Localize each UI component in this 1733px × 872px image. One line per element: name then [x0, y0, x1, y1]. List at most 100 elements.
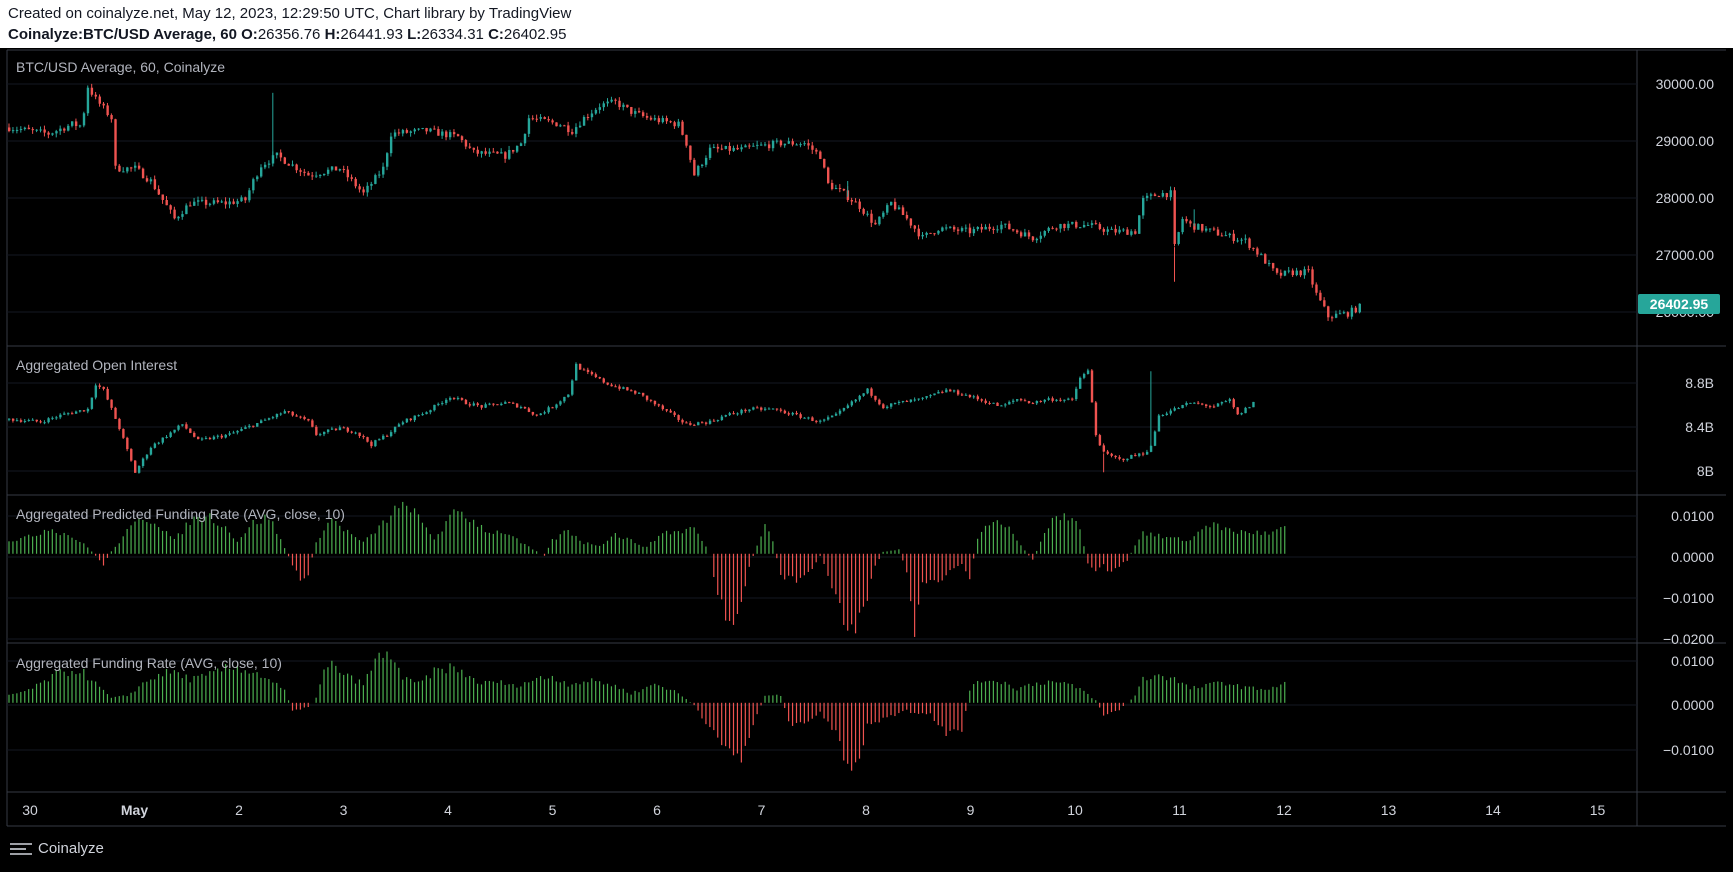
candle-body	[988, 403, 991, 405]
candle-body	[165, 199, 168, 206]
time-scale[interactable]: 30 May 2 3 4 5 6 7 8 9 10 11 12 13 14 15	[22, 802, 1605, 818]
candle-body	[972, 396, 976, 398]
candle-body	[878, 216, 881, 225]
candle-body	[834, 187, 838, 190]
candle-body	[397, 132, 401, 134]
candle-body	[665, 409, 668, 411]
candle-body	[216, 435, 220, 437]
candle-body	[39, 129, 42, 131]
candle-body	[1142, 197, 1145, 216]
candle-body	[1181, 405, 1184, 409]
candle-body	[271, 155, 275, 164]
candle-body	[106, 105, 109, 116]
candle-body	[937, 391, 940, 394]
candle-body	[409, 418, 413, 421]
candle-body	[1023, 400, 1027, 402]
candle-body	[1118, 229, 1121, 233]
x-tick-label: May	[121, 802, 148, 818]
candle-body	[1019, 399, 1023, 401]
candle-body	[145, 454, 149, 459]
candle-body	[582, 117, 586, 126]
candle-body	[1126, 458, 1129, 461]
candle-body	[1346, 312, 1350, 317]
candle-body	[1153, 194, 1157, 197]
candle-body	[248, 190, 251, 201]
candle-body	[500, 152, 503, 154]
candle-body	[1220, 235, 1224, 237]
predicted-funding-pane[interactable]	[7, 501, 1637, 640]
candle-body	[326, 429, 330, 432]
candle-body	[878, 399, 881, 405]
candle-body	[515, 403, 519, 408]
funding-rate-pane[interactable]	[7, 651, 1637, 771]
price-scale[interactable]: 30000.0029000.0028000.0027000.0026000.00…	[1656, 76, 1715, 758]
candle-body	[1161, 193, 1165, 197]
candle-body	[956, 390, 960, 395]
candle-body	[1256, 248, 1259, 255]
candle-body	[634, 111, 637, 114]
candle-body	[606, 382, 609, 385]
candle-body	[535, 414, 539, 416]
candle-body	[350, 431, 353, 433]
candle-body	[578, 363, 582, 370]
candle-body	[460, 398, 464, 400]
price-pane[interactable]	[7, 83, 1637, 322]
candle-body	[1165, 193, 1169, 198]
candle-body	[555, 122, 558, 127]
candle-body	[417, 415, 420, 417]
candle-body	[1130, 455, 1133, 459]
candle-body	[783, 410, 787, 414]
candle-body	[740, 409, 743, 414]
candle-body	[212, 200, 216, 204]
candle-body	[716, 146, 720, 149]
candle-body	[622, 387, 625, 389]
candle-body	[476, 403, 479, 406]
candle-body	[775, 140, 779, 142]
candle-body	[701, 422, 704, 424]
candle-body	[429, 410, 432, 413]
candle-body	[1197, 224, 1200, 230]
candle-body	[1023, 232, 1027, 237]
candle-body	[862, 393, 865, 396]
candle-body	[197, 436, 200, 439]
candle-body	[1157, 196, 1161, 198]
candle-body	[882, 404, 885, 409]
candle-body	[1334, 313, 1338, 318]
candle-body	[228, 433, 231, 435]
candle-body	[1145, 195, 1149, 198]
candle-body	[19, 420, 23, 422]
candle-body	[1311, 269, 1314, 285]
candle-body	[704, 157, 708, 165]
candle-body	[594, 374, 598, 378]
candle-body	[1012, 229, 1015, 231]
candle-body	[370, 183, 373, 186]
candle-body	[984, 400, 987, 404]
candle-body	[866, 388, 869, 394]
candle-body	[956, 229, 960, 231]
open-interest-pane[interactable]	[7, 362, 1637, 474]
candle-body	[728, 145, 731, 151]
candle-body	[602, 103, 605, 108]
candle-body	[858, 395, 861, 400]
candle-body	[102, 386, 105, 389]
candle-body	[933, 393, 936, 396]
candle-body	[519, 407, 523, 409]
candle-body	[890, 403, 893, 407]
candle-body	[1019, 232, 1023, 237]
candle-body	[586, 117, 590, 119]
candle-body	[925, 232, 928, 235]
candle-body	[949, 389, 952, 392]
candle-body	[1102, 229, 1106, 232]
candle-body	[575, 363, 578, 381]
candle-body	[110, 399, 113, 408]
candle-body	[452, 397, 456, 399]
footer-brand[interactable]: Coinalyze	[8, 840, 104, 857]
candle-body	[842, 407, 846, 411]
candle-body	[1315, 284, 1318, 293]
candle-body	[1016, 399, 1019, 401]
candle-body	[74, 121, 78, 127]
candle-body	[531, 118, 535, 120]
candle-body	[996, 229, 999, 231]
candle-body	[362, 435, 365, 438]
